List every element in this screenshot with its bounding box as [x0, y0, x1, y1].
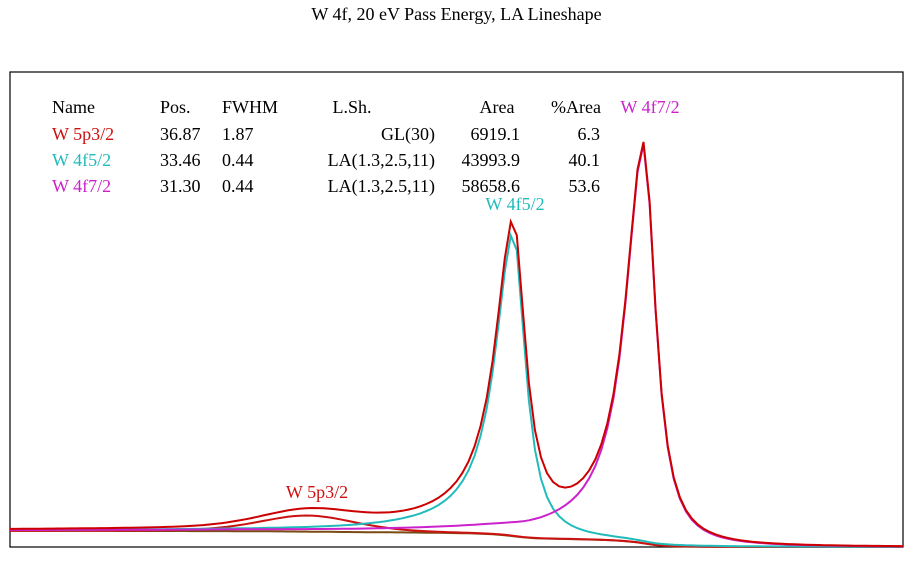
component-line-w-4f7-2 [10, 144, 904, 548]
table-cell: LA(1.3,2.5,11) [328, 176, 435, 197]
table-cell: 31.30 [160, 176, 201, 196]
peak-label: W 4f7/2 [620, 97, 679, 117]
table-header: Name [52, 97, 95, 117]
table-header: L.Sh. [332, 97, 371, 117]
table-cell: 0.44 [222, 176, 254, 196]
peak-label: W 4f5/2 [485, 194, 544, 214]
envelope-line [10, 141, 903, 548]
table-cell: 40.1 [569, 150, 601, 170]
component-name: W 4f5/2 [52, 150, 111, 170]
component-name: W 4f7/2 [52, 176, 111, 196]
table-cell: 0.44 [222, 150, 254, 170]
table-cell: GL(30) [381, 124, 435, 145]
component-line-w-4f5-2 [10, 231, 903, 548]
table-header: FWHM [222, 97, 278, 117]
peak-labels: W 4f7/2 W 4f5/2 W 5p3/2 [286, 97, 680, 502]
table-header: Pos. [160, 97, 191, 117]
table-cell: LA(1.3,2.5,11) [328, 150, 435, 171]
table-cell: 6.3 [578, 124, 601, 144]
table-header: %Area [551, 97, 601, 117]
curves [10, 141, 904, 548]
peak-label: W 5p3/2 [286, 482, 348, 502]
table-cell: 58658.6 [462, 176, 521, 196]
table-cell: 53.6 [569, 176, 601, 196]
chart-title: W 4f, 20 eV Pass Energy, LA Lineshape [311, 4, 602, 24]
plot-frame [9, 71, 904, 548]
table-cell: 43993.9 [462, 150, 521, 170]
table-cell: 36.87 [160, 124, 201, 144]
table-cell: 6919.1 [471, 124, 521, 144]
table-cell: 1.87 [222, 124, 254, 144]
table-header: Area [480, 97, 515, 117]
component-name: W 5p3/2 [52, 124, 114, 144]
peak-table: Name Pos. FWHM L.Sh. Area %Area W 5p3/2 36.87 1.… [52, 97, 601, 197]
table-cell: 33.46 [160, 150, 201, 170]
